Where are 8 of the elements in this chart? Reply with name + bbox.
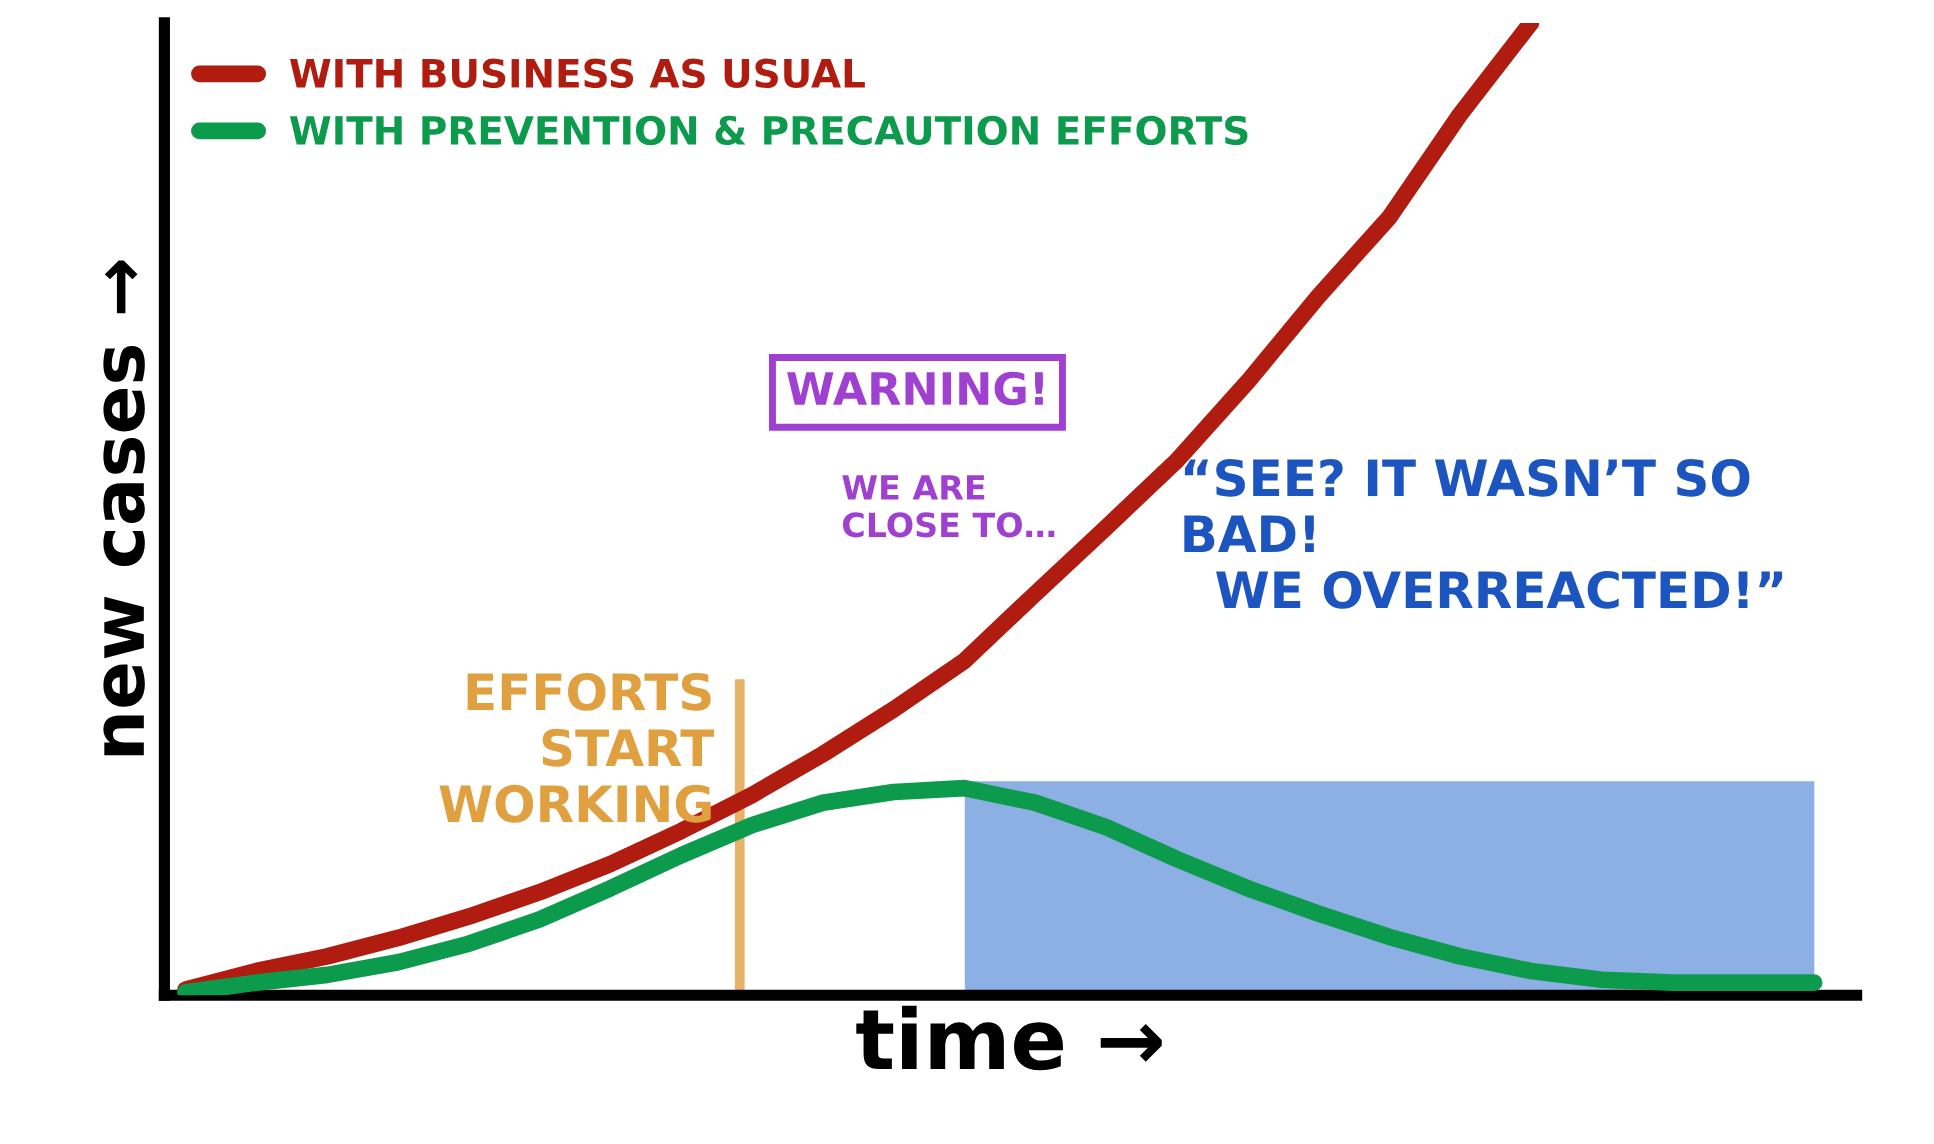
annotation: “SEE? IT WASN’T SO BAD! WE OVERREACTED!” bbox=[1184, 458, 1783, 609]
legend-label: WITH BUSINESS AS USUAL bbox=[290, 58, 865, 88]
y-axis-title: new cases → bbox=[103, 260, 145, 756]
annotation: WARNING! bbox=[787, 371, 1043, 406]
annotation: EFFORTS START WORKING bbox=[439, 672, 715, 823]
annotation: WE ARE CLOSE TO… bbox=[842, 475, 1055, 538]
x-axis-title: time → bbox=[856, 1005, 1162, 1071]
legend-label: WITH PREVENTION & PRECAUTION EFFORTS bbox=[290, 115, 1248, 146]
